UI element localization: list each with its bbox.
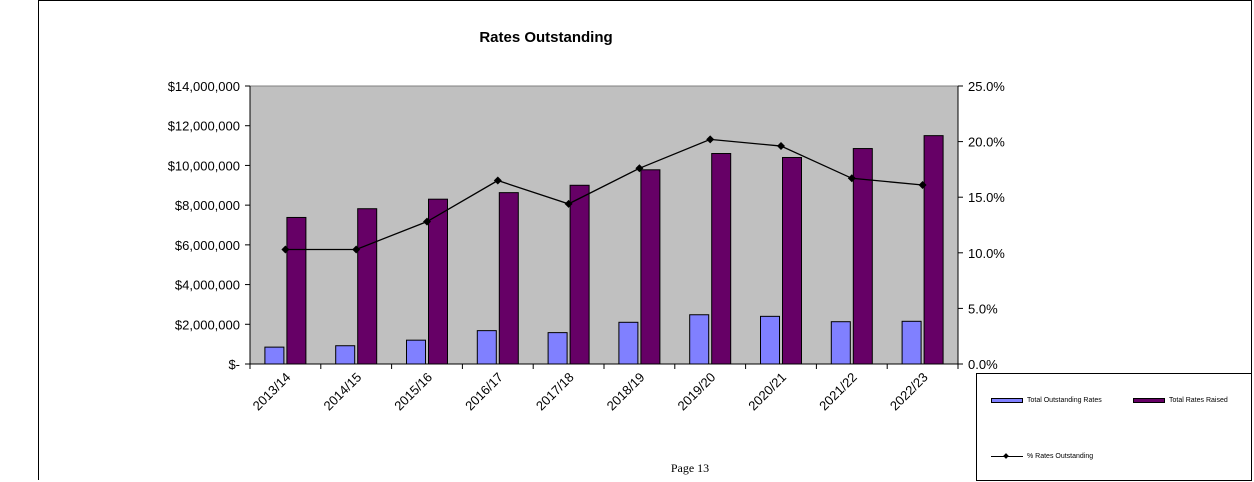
bar-total-rates-raised xyxy=(498,192,519,365)
bar-total-rates-raised xyxy=(923,135,944,365)
legend-swatch-outstanding xyxy=(991,398,1023,403)
chart-frame xyxy=(38,0,1252,480)
chart-title: Rates Outstanding xyxy=(479,29,612,46)
point-percent-rates-outstanding xyxy=(493,176,502,185)
y-left-tick-label: $4,000,000 xyxy=(175,278,240,293)
x-tick-label: 2022/23 xyxy=(887,370,931,414)
x-tick-label: 2018/19 xyxy=(604,370,648,414)
legend-item-total-outstanding-rates: Total Outstanding Rates xyxy=(991,397,1102,404)
y-right-tick-label: 10.0% xyxy=(968,246,1005,261)
page-number: Page 13 xyxy=(670,461,710,475)
bar-total-rates-raised xyxy=(428,198,448,365)
x-tick-label: 2019/20 xyxy=(674,370,718,414)
legend-label-outstanding: Total Outstanding Rates xyxy=(1027,397,1102,404)
point-percent-rates-outstanding xyxy=(777,142,785,151)
y-right-tick-label: 15.0% xyxy=(968,190,1005,205)
bar-total-outstanding-rates xyxy=(689,314,710,365)
bar-total-rates-raised xyxy=(569,184,590,365)
point-percent-rates-outstanding xyxy=(352,245,361,254)
legend-label-raised: Total Rates Raised xyxy=(1169,397,1228,404)
y-left-tick-label: $12,000,000 xyxy=(168,119,240,134)
bar-total-outstanding-rates xyxy=(264,346,285,365)
legend-item-total-rates-raised: Total Rates Raised xyxy=(1133,397,1228,404)
plot-area xyxy=(249,85,959,365)
x-tick-label: 2013/14 xyxy=(250,370,294,414)
bar-total-outstanding-rates xyxy=(830,321,851,365)
bar-total-outstanding-rates xyxy=(335,345,356,365)
bar-total-rates-raised xyxy=(286,216,307,365)
bar-total-rates-raised xyxy=(711,153,732,365)
y-left-tick-label: $14,000,000 xyxy=(168,79,240,94)
point-percent-rates-outstanding xyxy=(918,180,927,189)
bar-total-outstanding-rates xyxy=(760,315,780,365)
y-left-tick-label: $8,000,000 xyxy=(175,198,240,213)
bar-total-outstanding-rates xyxy=(901,320,922,365)
x-tick-label: 2015/16 xyxy=(391,370,435,414)
y-right-tick-label: 20.0% xyxy=(968,135,1005,150)
bar-total-rates-raised xyxy=(782,156,802,365)
y-left-tick-label: $2,000,000 xyxy=(175,317,240,332)
x-tick-label: 2016/17 xyxy=(462,370,506,414)
y-right-tick-label: 0.0% xyxy=(968,357,998,372)
legend-label-percent: % Rates Outstanding xyxy=(1027,453,1094,460)
bar-total-outstanding-rates xyxy=(476,330,497,365)
y-left-tick-label: $10,000,000 xyxy=(168,158,240,173)
bar-total-rates-raised xyxy=(852,148,873,365)
y-left-tick-label: $6,000,000 xyxy=(175,238,240,253)
legend-line-marker-icon xyxy=(991,454,1023,460)
point-percent-rates-outstanding xyxy=(281,245,290,254)
point-percent-rates-outstanding xyxy=(706,135,715,144)
x-tick-label: 2020/21 xyxy=(745,370,789,414)
y-right-tick-label: 25.0% xyxy=(968,79,1005,94)
x-tick-label: 2017/18 xyxy=(533,370,577,414)
bar-total-rates-raised xyxy=(640,169,661,365)
legend-item-percent-outstanding: % Rates Outstanding xyxy=(991,453,1093,460)
bar-total-outstanding-rates xyxy=(547,332,568,365)
x-tick-label: 2014/15 xyxy=(320,370,364,414)
point-percent-rates-outstanding xyxy=(635,164,644,173)
y-left-tick-label: $- xyxy=(228,357,240,372)
bar-total-outstanding-rates xyxy=(618,321,639,365)
bar-total-outstanding-rates xyxy=(406,339,426,365)
y-right-tick-label: 5.0% xyxy=(968,301,998,316)
line-percent-rates-outstanding xyxy=(285,138,923,251)
bar-total-rates-raised xyxy=(357,208,378,365)
point-percent-rates-outstanding xyxy=(423,217,431,226)
chart-legend: Total Outstanding Rates Total Rates Rais… xyxy=(976,373,1252,481)
point-percent-rates-outstanding xyxy=(847,174,856,183)
legend-swatch-raised xyxy=(1133,398,1165,403)
point-percent-rates-outstanding xyxy=(564,199,573,208)
x-tick-label: 2021/22 xyxy=(816,370,860,414)
